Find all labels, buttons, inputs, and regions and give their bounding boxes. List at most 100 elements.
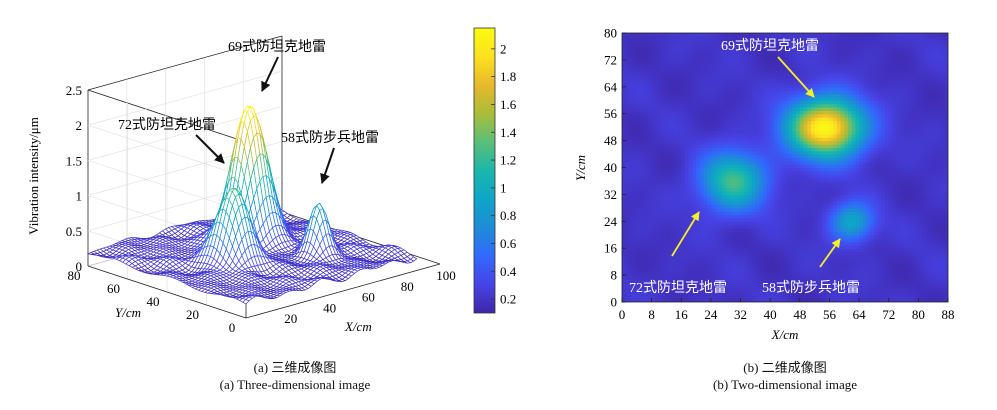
heatmap-cell <box>792 231 797 236</box>
heatmap-cell <box>759 298 764 302</box>
heatmap-cell <box>666 261 671 266</box>
heatmap-cell <box>759 271 764 276</box>
heatmap-cell <box>836 268 842 273</box>
heatmap-cell <box>870 281 875 286</box>
heatmap-cell <box>892 281 897 286</box>
heatmap-cell <box>825 231 831 236</box>
heatmap-cell <box>677 254 682 259</box>
heatmap-cell <box>781 261 786 266</box>
heatmap-cell <box>677 248 682 253</box>
heatmap-cell <box>781 298 786 302</box>
x-tick-label: 40 <box>323 300 336 315</box>
heatmap-cell <box>644 295 649 300</box>
heatmap-cell <box>651 298 656 302</box>
heatmap-cell <box>666 238 671 243</box>
heatmap-cell <box>903 281 908 286</box>
heatmap-cell <box>710 217 716 222</box>
heatmap-cell <box>696 298 701 302</box>
heatmap-cell <box>847 281 853 286</box>
heatmap-cell <box>751 244 756 249</box>
heatmap-cell <box>714 231 719 236</box>
heatmap-cell <box>877 285 882 290</box>
heatmap-cell <box>740 244 745 249</box>
heatmap-cell <box>825 298 831 302</box>
heatmap-cell <box>688 241 693 246</box>
heatmap-cell <box>651 291 656 296</box>
axis-edge <box>87 35 283 91</box>
heatmap-cell <box>651 295 656 300</box>
heatmap-cell <box>936 281 942 286</box>
colorbar-tick-label: 1 <box>500 180 507 195</box>
heatmap-cell <box>910 268 916 273</box>
heatmap-cell <box>929 224 934 229</box>
heatmap-cell <box>759 228 764 232</box>
heatmap-cell <box>822 234 827 239</box>
heatmap-cell <box>814 221 819 226</box>
heatmap-cell <box>847 224 853 229</box>
heatmap-cell <box>770 241 775 246</box>
heatmap-cell <box>836 261 842 266</box>
heatmap-cell <box>747 271 753 276</box>
heatmap-cell <box>814 298 819 302</box>
heatmap-cell <box>866 278 871 283</box>
heatmap-cell <box>814 295 819 300</box>
heatmap-cell <box>662 221 668 226</box>
heatmap-cell <box>655 228 660 232</box>
heatmap-cell <box>710 258 716 263</box>
heatmap-cell <box>759 281 764 286</box>
heatmap-cell <box>670 265 675 269</box>
heatmap-cell <box>851 261 856 266</box>
heatmap-cell <box>762 285 768 290</box>
heatmap-cell <box>755 288 760 293</box>
heatmap-cell <box>736 238 742 243</box>
heatmap-cell <box>859 285 864 290</box>
heatmap-cell <box>870 254 875 259</box>
heatmap-cell <box>822 285 827 290</box>
heatmap-cell <box>755 268 760 273</box>
heatmap-cell <box>907 288 912 293</box>
colorbar-tick-label: 1.8 <box>500 69 516 84</box>
heatmap-cell <box>822 295 827 300</box>
heatmap-cell <box>688 254 693 259</box>
heatmap-cell <box>710 234 716 239</box>
heatmap-cell <box>844 241 849 246</box>
heatmap-cell <box>733 278 738 283</box>
heatmap-cell <box>910 271 916 276</box>
heatmap-cell <box>859 251 864 256</box>
heatmap-cell <box>736 295 742 300</box>
heatmap-cell <box>666 278 671 283</box>
heatmap-cell <box>862 244 868 249</box>
heatmap-cell <box>855 258 860 263</box>
heatmap-cell <box>733 288 738 293</box>
heatmap-cell <box>836 295 842 300</box>
heatmap-cell <box>673 271 679 276</box>
heatmap-cell <box>644 278 649 283</box>
heatmap-cell <box>666 281 671 286</box>
heatmap-cell <box>684 285 690 290</box>
heatmap-cell <box>688 234 693 239</box>
heatmap-cell <box>870 291 875 296</box>
heatmap-cell <box>870 221 875 226</box>
heatmap-cell <box>918 248 923 253</box>
heatmap-cell <box>914 291 919 296</box>
heatmap-cell <box>707 298 712 302</box>
heatmap-cell <box>892 254 897 259</box>
heatmap-cell <box>825 244 831 249</box>
heatmap-cell <box>922 248 927 253</box>
heatmap-cell <box>844 234 849 239</box>
heatmap-cell <box>922 295 927 300</box>
heatmap-cell <box>703 241 708 246</box>
heatmap-cell <box>766 288 771 293</box>
heatmap-cell <box>892 278 897 283</box>
heatmap-cell <box>847 268 853 273</box>
heatmap-cell <box>873 228 879 232</box>
heatmap-cell <box>929 278 934 283</box>
heatmap-cell <box>918 244 923 249</box>
heatmap-cell <box>633 241 638 246</box>
heatmap-cell <box>885 241 890 246</box>
heatmap-cell <box>625 228 630 232</box>
heatmap-cell <box>803 261 808 266</box>
heatmap-cell <box>751 217 756 222</box>
heatmap-cell <box>655 298 660 302</box>
